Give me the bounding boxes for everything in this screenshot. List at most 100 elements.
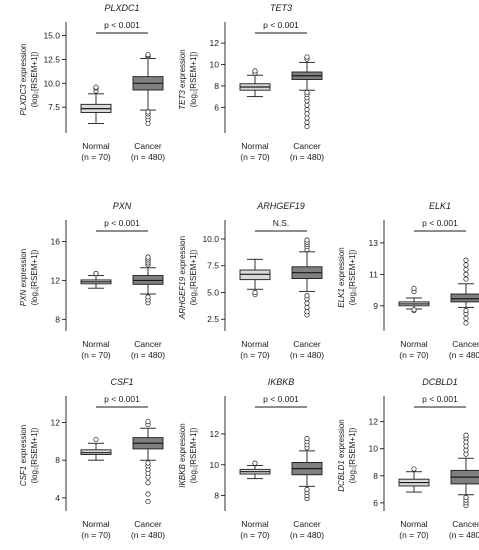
category-label: Cancer — [293, 339, 321, 349]
category-n-label: (n = 70) — [240, 530, 270, 540]
significance-label: p < 0.001 — [263, 20, 299, 30]
y-tick-label: 8 — [373, 471, 378, 481]
y-tick-label: 12 — [369, 417, 379, 427]
panel-ikbkb: IKBKB p < 0.001 8 10 12 IKBKB expression (log₂… — [178, 377, 324, 540]
y-axis-label-gene: CSF1 — [19, 466, 28, 486]
category-n-label: (n = 70) — [240, 350, 270, 360]
outlier-point — [304, 486, 310, 492]
significance-label: p < 0.001 — [104, 218, 140, 228]
outlier-point — [463, 271, 469, 277]
y-tick-label: 9 — [373, 301, 378, 311]
y-axis-label: ELK1 expression — [337, 247, 346, 308]
panel-arhgef19: ARHGEF19 N.S. 2.5 5.0 7.5 10.0 ARHGEF19 expres… — [178, 201, 324, 360]
outlier-point — [463, 307, 469, 314]
y-axis-label-gene: TET3 — [178, 90, 187, 110]
outlier-point — [411, 466, 417, 472]
outlier-point — [304, 293, 310, 299]
box-cancer — [291, 54, 323, 130]
category-label: Cancer — [134, 519, 162, 529]
y-axis-label-suffix: expression — [337, 419, 346, 460]
outlier-point — [304, 304, 310, 311]
y-axis-label-suffix: expression — [178, 423, 187, 464]
box-normal — [239, 258, 271, 298]
outlier-point — [304, 89, 310, 95]
outlier-point — [304, 237, 310, 243]
outlier-point — [463, 315, 469, 321]
panel-title: TET3 — [270, 3, 292, 13]
box-cancer — [132, 419, 164, 505]
outlier-point — [145, 491, 151, 497]
y-tick-label: 12 — [210, 38, 220, 48]
panel-tet3: TET3 p < 0.001 6 8 10 12 TET3 expression (log₂[… — [178, 3, 324, 162]
outlier-point — [93, 271, 99, 277]
y-tick-label: 12 — [51, 418, 61, 428]
y-tick-label: 10 — [210, 460, 220, 470]
outlier-point — [463, 494, 469, 501]
category-label: Cancer — [293, 519, 321, 529]
outlier-point — [304, 124, 310, 130]
outlier-point — [463, 276, 469, 282]
category-label: Normal — [82, 519, 110, 529]
panel-title: DCBLD1 — [422, 377, 458, 387]
box-normal — [398, 466, 430, 493]
y-tick-label: 10.0 — [43, 78, 60, 88]
outlier-point — [304, 111, 310, 117]
significance-label: p < 0.001 — [104, 394, 140, 404]
panel-title: PXN — [113, 201, 132, 211]
y-axis-unit: (log₂[RSEM+1]) — [30, 249, 39, 305]
y-tick-label: 10 — [369, 444, 379, 454]
category-label: Cancer — [134, 339, 162, 349]
significance-label: p < 0.001 — [104, 20, 140, 30]
y-axis-label-gene: IKBKB — [178, 464, 187, 488]
y-tick-label: 15.0 — [43, 31, 60, 41]
y-axis-label-suffix: expression — [337, 247, 346, 288]
box-cancer — [291, 435, 323, 502]
category-label: Normal — [82, 141, 110, 151]
panel-csf1: CSF1 p < 0.001 4 8 12 CSF1 expression (log₂[RS… — [19, 377, 165, 540]
category-label: Normal — [241, 519, 269, 529]
outlier-point — [145, 109, 151, 115]
y-tick-label: 12.5 — [43, 54, 60, 64]
y-axis-label: CSF1 expression — [19, 425, 28, 486]
category-label: Normal — [241, 339, 269, 349]
y-tick-label: 11 — [369, 269, 378, 279]
box-cancer — [132, 254, 164, 306]
panel-dcbld1: DCBLD1 p < 0.001 6 8 10 12 DCBLD1 expression (l… — [337, 377, 479, 540]
box-cancer — [450, 432, 479, 509]
y-axis-label-gene: DCBLD1 — [337, 460, 346, 492]
y-tick-label: 6 — [373, 498, 378, 508]
category-n-label: (n = 480) — [131, 530, 165, 540]
outlier-point — [93, 436, 99, 443]
outlier-point — [145, 480, 151, 486]
category-n-label: (n = 70) — [399, 350, 429, 360]
y-tick-label: 6 — [214, 102, 219, 112]
y-axis-label-suffix: expression — [19, 249, 28, 290]
outlier-point — [145, 419, 151, 425]
category-n-label: (n = 480) — [131, 152, 165, 162]
y-axis-label-suffix: expression — [178, 49, 187, 90]
outlier-point — [304, 115, 310, 121]
category-label: Cancer — [134, 141, 162, 151]
outlier-point — [145, 294, 151, 300]
y-axis-unit: (log₂[RSEM+1]) — [189, 427, 198, 483]
y-tick-label: 10 — [210, 60, 220, 70]
category-n-label: (n = 70) — [240, 152, 270, 162]
y-axis-unit: (log₂[RSEM+1]) — [348, 249, 357, 305]
category-n-label: (n = 70) — [399, 530, 429, 540]
outlier-point — [304, 435, 310, 442]
y-axis-label: PXN expression — [19, 249, 28, 306]
y-axis-unit: (log₂[RSEM+1]) — [189, 51, 198, 107]
panel-elk1: ELK1 p < 0.001 9 11 13 ELK1 expression (log₂[R… — [337, 201, 479, 360]
y-tick-label: 5.0 — [207, 287, 219, 297]
panel-title: PLXDC1 — [104, 3, 139, 13]
y-tick-label: 13 — [369, 238, 379, 248]
outlier-point — [252, 289, 258, 296]
y-tick-label: 7.5 — [48, 102, 60, 112]
y-tick-label: 4 — [55, 493, 60, 503]
y-axis-unit: (log₂[RSEM+1]) — [189, 249, 198, 305]
box-cancer — [132, 52, 164, 126]
outlier-point — [304, 54, 310, 60]
outlier-point — [304, 119, 310, 125]
outlier-point — [145, 499, 151, 505]
